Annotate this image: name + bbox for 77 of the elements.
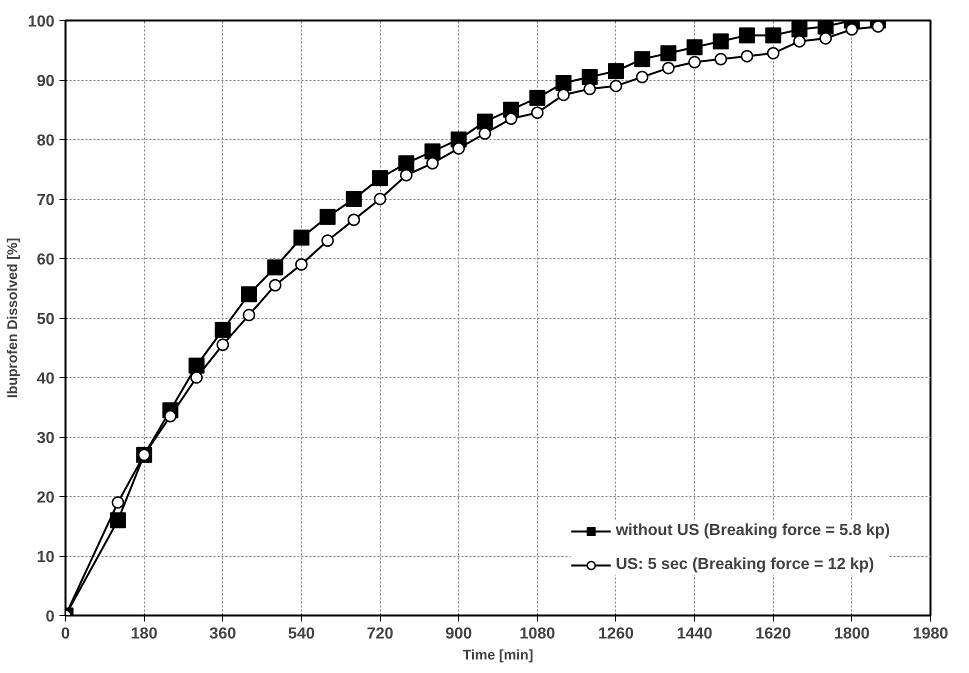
point — [583, 82, 596, 96]
x-tick-label: 1620 — [755, 626, 792, 642]
y-tick-label: 20 — [36, 490, 55, 506]
x-tick-label: 1260 — [598, 626, 634, 642]
point — [529, 90, 546, 106]
point — [112, 496, 124, 509]
point — [190, 371, 203, 384]
point — [610, 80, 622, 92]
point — [293, 230, 310, 246]
point — [791, 21, 808, 38]
x-tick-label: 180 — [130, 626, 158, 642]
point — [793, 35, 806, 48]
point — [766, 46, 780, 60]
x-tick-label: 1800 — [834, 626, 870, 642]
y-tick-label: 0 — [46, 608, 55, 626]
point — [268, 279, 282, 292]
y-axis-title: Ibuprofen Dissolved [%] — [4, 238, 20, 398]
y-tick-label: 90 — [36, 73, 55, 90]
point — [374, 192, 386, 206]
y-tick-label: 30 — [36, 430, 55, 447]
y-tick-label: 70 — [36, 192, 55, 209]
point — [346, 191, 362, 207]
point — [714, 52, 728, 66]
x-axis-title: Time [min] — [462, 646, 534, 662]
point — [608, 63, 624, 80]
point — [660, 45, 676, 62]
point — [348, 214, 360, 226]
y-tick-label: 40 — [36, 370, 55, 388]
point — [712, 33, 729, 50]
point — [636, 70, 648, 84]
point — [240, 286, 257, 302]
x-tick-label: 1440 — [676, 626, 712, 642]
point — [634, 51, 650, 68]
point — [740, 50, 754, 62]
point — [739, 27, 756, 44]
x-tick-label: 1080 — [520, 626, 556, 642]
y-tick-label: 60 — [36, 252, 55, 268]
y-tick-label: 50 — [36, 311, 55, 328]
point — [478, 127, 492, 140]
point — [819, 32, 832, 45]
x-tick-label: 900 — [445, 626, 472, 642]
point — [188, 358, 205, 374]
point — [846, 23, 858, 36]
x-tick-label: 720 — [366, 626, 394, 642]
x-tick-label: 540 — [288, 626, 315, 642]
legend-label: without US (Breaking force = 5.8 kp) — [616, 522, 890, 540]
point — [557, 88, 570, 102]
point — [242, 308, 256, 322]
legend-label: US: 5 sec (Breaking force = 12 kp) — [616, 556, 874, 574]
y-tick-label: 10 — [36, 549, 55, 566]
point — [398, 155, 414, 172]
point — [452, 142, 465, 155]
point — [818, 20, 834, 34]
y-tick-label: 100 — [28, 14, 55, 30]
point — [476, 114, 493, 130]
point — [765, 27, 782, 44]
y-tick-label: 80 — [36, 132, 55, 150]
point — [321, 234, 334, 247]
x-tick-label: 1980 — [912, 626, 948, 642]
point — [110, 512, 126, 528]
point — [686, 39, 703, 56]
point — [267, 259, 284, 276]
point — [216, 338, 230, 352]
point — [662, 62, 675, 74]
point — [295, 258, 308, 271]
point — [372, 170, 388, 186]
point — [424, 143, 440, 160]
point — [872, 20, 884, 33]
x-tick-label: 0 — [61, 626, 70, 642]
point — [531, 106, 544, 119]
point — [214, 322, 231, 338]
point — [320, 208, 336, 225]
point — [426, 157, 439, 170]
point — [582, 69, 598, 86]
x-tick-label: 360 — [209, 626, 236, 642]
point — [556, 74, 572, 91]
point — [688, 56, 701, 68]
